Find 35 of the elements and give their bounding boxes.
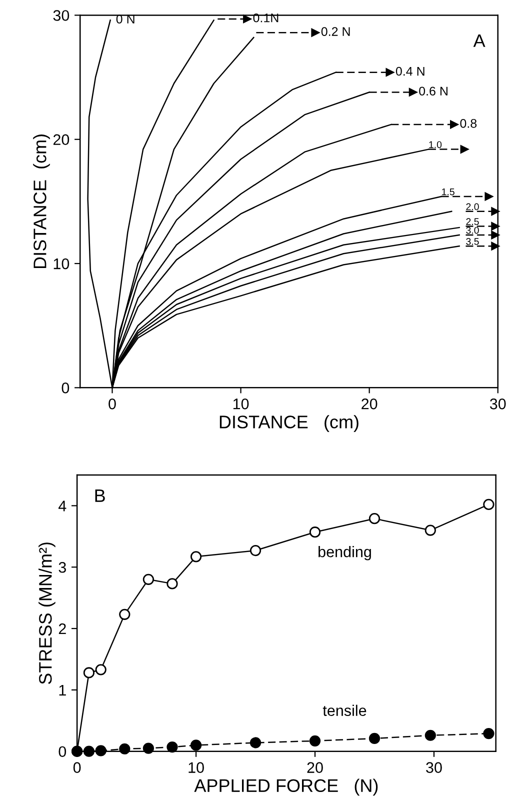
x-tick-label: 10 [188,762,204,773]
x-tick-label: 0 [73,762,81,773]
y-tick-label: 10 [54,258,70,270]
x-axis-title: DISTANCE (cm) [220,415,358,432]
y-tick-label: 1 [59,684,66,696]
y-axis-title: STRESS (MN/m²) [38,542,56,684]
series-label: 2.0 [466,203,479,210]
y-tick-label: 2 [58,623,66,634]
y-tick-label: 4 [58,500,66,512]
series-label: 3.0 [466,226,479,234]
series-label: 1.0 [429,141,442,148]
series-label: 1.5 [442,188,454,196]
series-label: tensile [322,704,366,716]
series-label: 0.6 N [419,86,448,96]
series-label: 3.5 [466,238,479,245]
x-axis-title: APPLIED FORCE (N) [194,778,378,796]
x-tick-label: 20 [307,762,323,773]
x-tick-label: 30 [490,398,506,410]
y-tick-label: 20 [53,134,70,146]
series-label: 0.4 N [396,66,424,76]
x-tick-label: 10 [233,398,249,410]
x-tick-label: 30 [426,762,442,773]
y-tick-label: 3 [58,562,66,573]
annotation: A [473,34,486,47]
series-label: 0.2 N [321,27,350,36]
y-tick-label: 0 [58,746,66,758]
y-tick-label: 0 [62,382,70,394]
series-label: 2.5 [466,218,479,226]
annotation: B [95,489,105,502]
series-label: 0.8 [460,118,477,128]
x-tick-label: 0 [108,398,116,410]
series-label: bending [318,546,371,560]
y-tick-label: 30 [53,10,70,21]
y-axis-title: DISTANCE (cm) [33,134,50,268]
x-tick-label: 20 [362,398,378,410]
